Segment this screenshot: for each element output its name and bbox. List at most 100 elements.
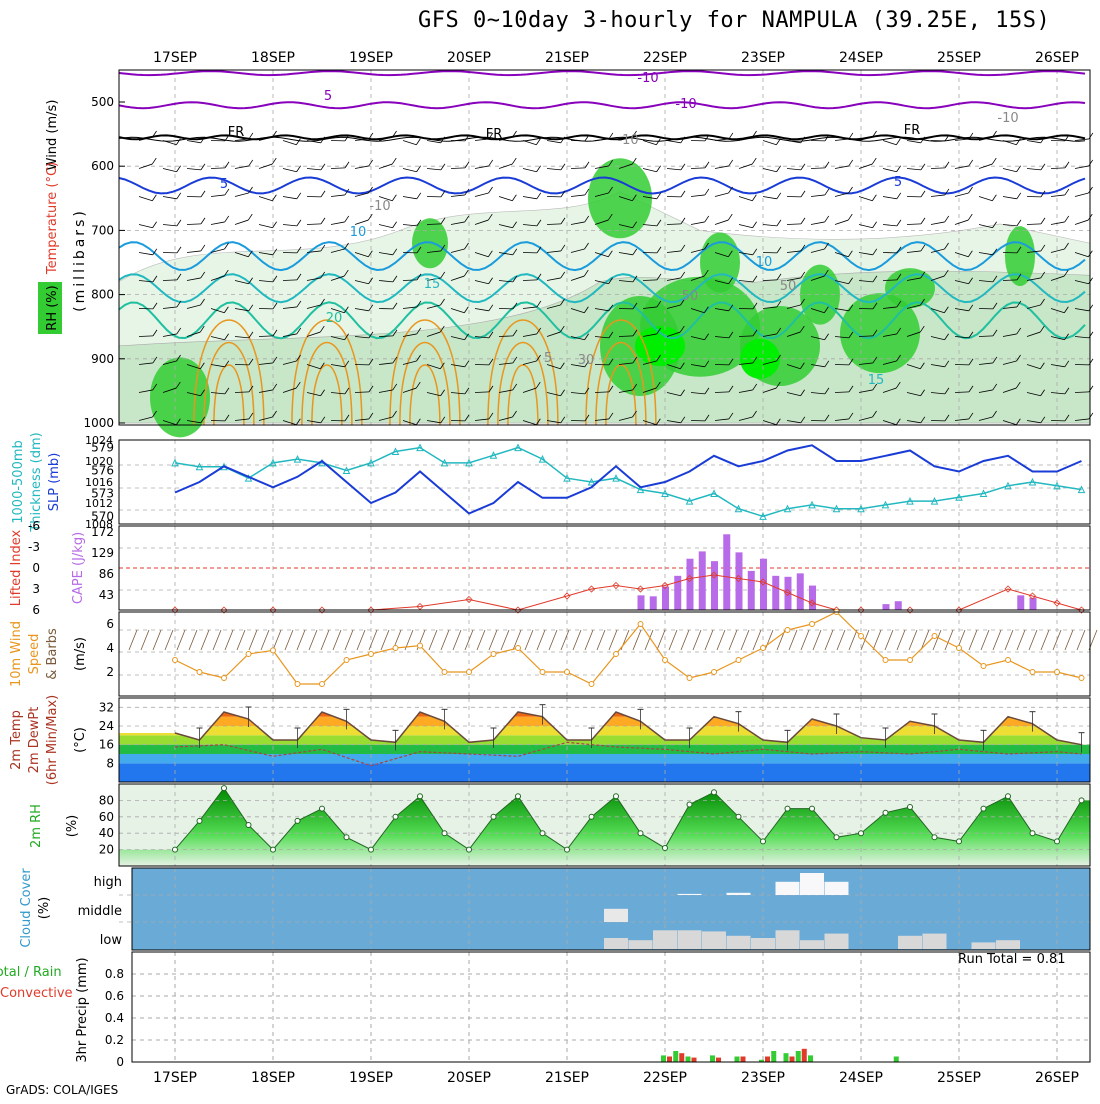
cape-tick-label: 86 xyxy=(99,567,114,581)
slp-tick-label: 1012 xyxy=(85,497,113,510)
rh-marker xyxy=(369,847,374,852)
wind-speed-marker xyxy=(859,634,864,639)
wind-barb-feather xyxy=(729,133,733,139)
cape-bar xyxy=(723,534,730,610)
wind-barb xyxy=(381,630,389,650)
wind-barb xyxy=(333,630,341,650)
contour-label: -10 xyxy=(675,97,696,112)
cape-bar xyxy=(687,559,694,610)
wind-barb xyxy=(537,630,545,650)
total-precip-bar xyxy=(710,1055,715,1062)
wind-barb xyxy=(547,141,561,143)
contour-label: 5 xyxy=(544,351,552,366)
wind-barb xyxy=(139,225,153,228)
temp-band xyxy=(119,707,1090,716)
rh-axis-label: RH (%) xyxy=(45,285,60,330)
wind-barb-feather xyxy=(392,158,396,164)
wind-barb xyxy=(1075,220,1088,224)
wind-barb-feather xyxy=(512,158,516,164)
wind-barb xyxy=(813,630,821,650)
wind-speed-marker xyxy=(589,682,594,687)
wind-barb xyxy=(1041,630,1049,650)
wind-barb xyxy=(403,141,416,145)
total-precip-bar xyxy=(771,1051,776,1062)
temp-band xyxy=(119,726,1090,735)
total-precip-bar xyxy=(686,1057,691,1063)
wind-barb-feather xyxy=(536,139,540,145)
cloud-units-label: (%) xyxy=(37,897,52,920)
wind-barb-feather xyxy=(441,164,445,170)
wind-barb-feather xyxy=(201,245,205,251)
rh-marker xyxy=(295,818,300,823)
wind-barb xyxy=(309,630,317,650)
wind-barb xyxy=(633,630,641,650)
temp-band xyxy=(119,735,1090,744)
wind-barb-feather xyxy=(681,164,685,170)
wind-barb xyxy=(1005,630,1013,650)
wind-barb xyxy=(499,164,512,168)
wind-barb-feather xyxy=(297,166,301,172)
cloud-axis-label: Cloud Cover xyxy=(19,868,34,948)
wind-barb-feather xyxy=(681,191,685,197)
rh-marker xyxy=(834,835,839,840)
slp-tick-label: 1024 xyxy=(85,434,113,447)
wind-barb-feather xyxy=(537,166,541,172)
wind-barb-feather xyxy=(849,160,853,166)
wind-barb xyxy=(1029,630,1037,650)
wind-barb xyxy=(667,141,681,143)
rh-marker xyxy=(638,831,643,836)
cloud-bar-low xyxy=(972,942,996,949)
wind-barb xyxy=(1051,222,1065,225)
wind-barb-feather xyxy=(897,220,901,226)
wind-speed-marker xyxy=(173,658,178,663)
wind-speed-marker xyxy=(540,670,545,675)
temp-axis-label: 2m Temp xyxy=(9,710,24,770)
rh-marker xyxy=(1055,839,1060,844)
precip-convective-label: Convective xyxy=(0,986,73,1001)
wind-barb xyxy=(811,168,825,169)
wind-barb-feather xyxy=(177,220,181,226)
wind-barb xyxy=(211,195,225,197)
wind-barb xyxy=(859,225,873,228)
rh-marker xyxy=(442,831,447,836)
run-total-label: Run Total = 0.81 xyxy=(958,952,1066,967)
precip-axis-label: 3hr Precip (mm) xyxy=(75,957,90,1062)
cape-bar xyxy=(1030,598,1037,610)
wind-barb-feather xyxy=(752,158,756,164)
wind-barb xyxy=(693,630,701,650)
wind-barb xyxy=(763,225,777,226)
cloud-level-label: low xyxy=(100,933,123,948)
rh-marker xyxy=(908,804,913,809)
wind-barb xyxy=(165,630,173,650)
bottom-date-label: 23SEP xyxy=(741,1070,785,1086)
slp-panel-frame xyxy=(119,440,1090,524)
wind-barb-feather xyxy=(1065,189,1069,195)
wind-barb xyxy=(753,630,761,650)
wind-barb xyxy=(883,197,897,199)
wind-barb xyxy=(141,630,149,650)
rh-marker xyxy=(614,794,619,799)
wind-barb xyxy=(501,630,509,650)
wind-barb xyxy=(187,251,201,253)
convective-precip-bar xyxy=(765,1057,770,1063)
wind-barb xyxy=(201,630,209,650)
cape-bar xyxy=(748,571,755,610)
precip-tick-label: 0.4 xyxy=(105,1011,124,1025)
wind-speed-marker xyxy=(810,622,815,627)
cape-bar xyxy=(699,551,706,610)
top-date-label: 21SEP xyxy=(545,50,589,66)
lifted-index-line xyxy=(175,575,1082,610)
wind-barb xyxy=(369,630,377,650)
temp-band xyxy=(119,698,1090,707)
top-date-label: 22SEP xyxy=(643,50,687,66)
top-date-label: 23SEP xyxy=(741,50,785,66)
wind-barb-feather xyxy=(872,195,876,201)
wind-barb xyxy=(597,630,605,650)
rh-marker xyxy=(957,839,962,844)
thickness-units-label: Thickness (dm) xyxy=(29,432,44,532)
wind-barb xyxy=(139,197,152,201)
total-precip-bar xyxy=(673,1051,678,1062)
contour-label: 30 xyxy=(578,353,595,368)
rh-marker xyxy=(810,806,815,811)
lifted-index-tick-label: 3 xyxy=(32,582,40,596)
